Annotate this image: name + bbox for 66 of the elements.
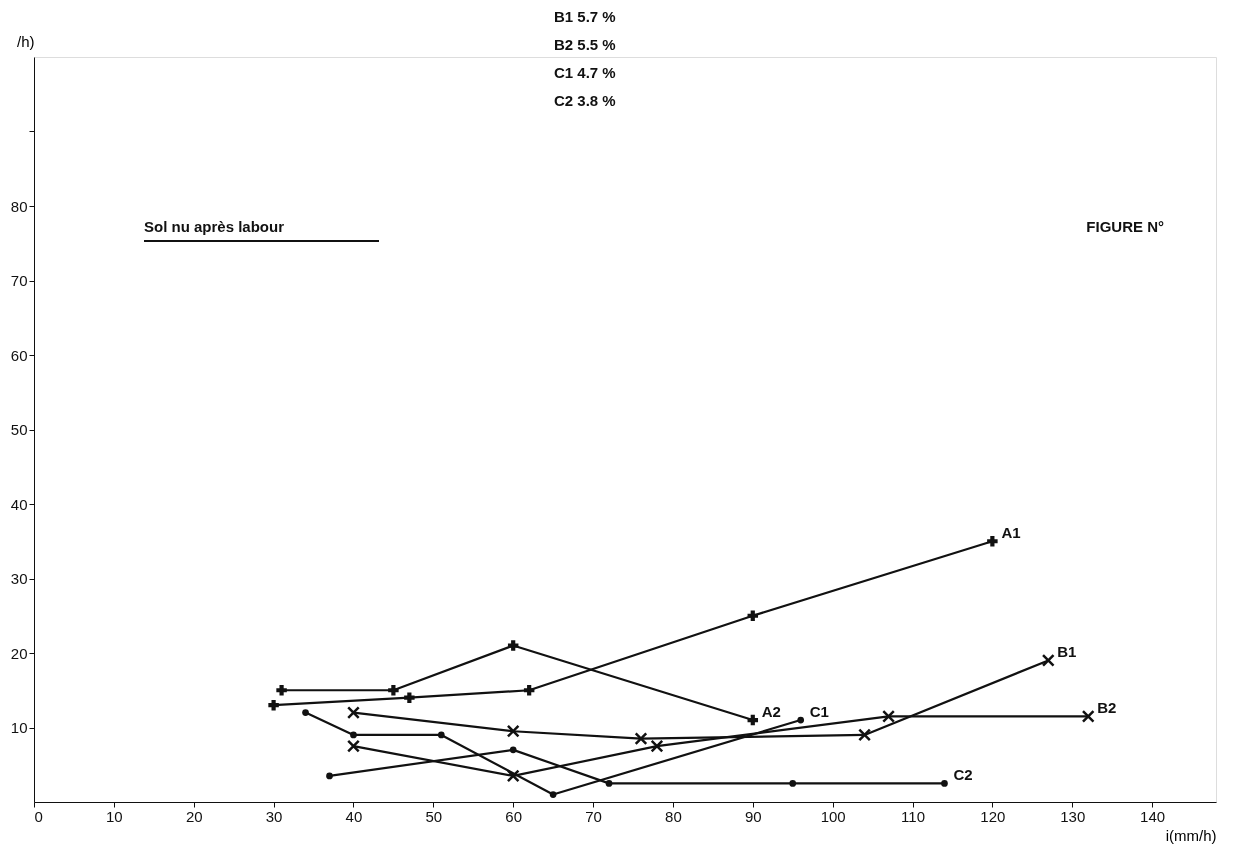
series-label: C1 (809, 703, 829, 721)
x-tick-label: 20 (185, 807, 203, 825)
point (437, 731, 445, 739)
point (882, 709, 896, 723)
x-tick-label: 110 (901, 807, 925, 825)
x-tick-label: 60 (505, 807, 523, 825)
x-tick-label: 120 (980, 807, 1006, 825)
x-axis-title: i(mm/h) (1165, 826, 1217, 844)
point (523, 685, 535, 696)
x-tick-label: 0 (34, 807, 43, 825)
series-label: B1 (1057, 643, 1077, 661)
point (388, 685, 399, 696)
x-tick-label: 10 (106, 807, 123, 825)
x-tick-label: 90 (744, 807, 762, 825)
y-tick-label: 80 (10, 197, 28, 215)
y-tick-label: 70 (10, 272, 28, 289)
point (350, 731, 357, 739)
point (509, 746, 517, 754)
text: B2 5.5 % (554, 36, 616, 53)
y-tick-label: 20 (10, 644, 28, 662)
annotation: Sol nu après labour (144, 218, 285, 235)
point (747, 714, 759, 726)
point (302, 709, 309, 716)
point (987, 536, 998, 547)
annotation: FIGURE N° (1086, 218, 1164, 235)
x-tick-label: 130 (1060, 807, 1086, 825)
y-tick-label: 40 (10, 495, 28, 513)
x-tick-label: 100 (820, 807, 846, 825)
x-tick-label: 140 (1140, 807, 1166, 825)
point (634, 732, 648, 746)
point (747, 610, 759, 621)
y-tick-label: 10 (10, 719, 28, 736)
point (276, 685, 287, 696)
series-label: B2 (1097, 699, 1117, 717)
y-axis-title: /h) (16, 32, 35, 50)
point (858, 728, 872, 742)
series-label: A1 (1001, 524, 1021, 542)
y-tick-label: 60 (10, 346, 28, 364)
point (941, 780, 948, 787)
point (506, 724, 520, 738)
point (1081, 709, 1095, 723)
point (650, 739, 664, 753)
y-tick-label: 30 (10, 570, 28, 587)
text: B1 5.7 % (554, 8, 616, 25)
point (326, 772, 333, 780)
x-tick-label: 80 (665, 807, 682, 825)
point (605, 780, 613, 787)
point (268, 699, 279, 711)
x-tick-label: 70 (585, 807, 602, 825)
point (346, 706, 360, 720)
y-tick-label: 50 (10, 421, 28, 438)
point (346, 739, 360, 753)
series-label: C2 (953, 766, 973, 784)
series-label: A2 (761, 703, 781, 721)
point (404, 692, 415, 703)
point (797, 716, 805, 724)
x-tick-label: 50 (425, 807, 443, 825)
annotation: C2 3.8 % (554, 92, 616, 109)
point (549, 791, 557, 798)
point (506, 769, 520, 783)
point (1041, 653, 1055, 667)
point (507, 640, 519, 651)
point (789, 780, 797, 787)
x-tick-label: 30 (265, 807, 283, 825)
x-tick-label: 40 (345, 807, 363, 825)
annotation: C1 4.7 % (554, 64, 616, 81)
